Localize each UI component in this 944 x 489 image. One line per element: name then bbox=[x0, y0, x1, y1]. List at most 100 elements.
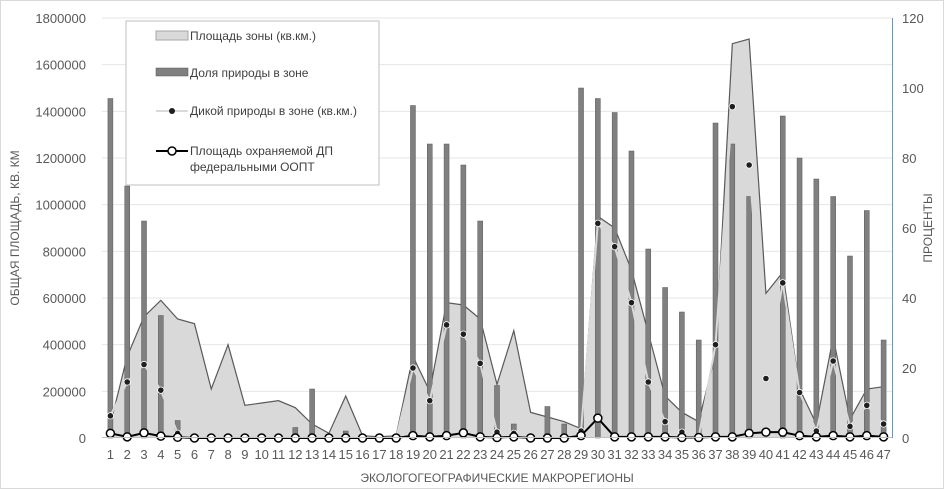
wild-nature-point bbox=[644, 378, 652, 386]
bar bbox=[830, 196, 836, 439]
y2-axis-title: ПРОЦЕНТЫ bbox=[921, 193, 935, 262]
x-tick-label: 25 bbox=[507, 447, 521, 462]
x-tick-label: 3 bbox=[140, 447, 147, 462]
x-tick-label: 29 bbox=[574, 447, 588, 462]
tick-labels: 0 200000 400000 600000 800000 1000000 1200000 1… bbox=[35, 11, 923, 462]
x-tick-label: 13 bbox=[305, 447, 319, 462]
x-tick-label: 26 bbox=[523, 447, 537, 462]
wild-nature-point bbox=[728, 103, 736, 111]
legend-swatch-area bbox=[155, 30, 189, 41]
x-tick-label: 19 bbox=[406, 447, 420, 462]
wild-nature-point bbox=[879, 420, 888, 428]
protected-point bbox=[441, 430, 452, 441]
legend-label-zone-area: Площадь зоны (кв.км.) bbox=[190, 29, 316, 43]
bar bbox=[611, 112, 618, 439]
y2-tick-label: 120 bbox=[902, 11, 924, 26]
x-tick-label: 20 bbox=[423, 447, 437, 462]
x-tick-label: 28 bbox=[557, 447, 571, 462]
legend-label-wild-nature: Дикой природы в зоне (кв.км.) bbox=[190, 104, 357, 118]
protected-point bbox=[139, 428, 149, 438]
x-tick-label: 27 bbox=[540, 447, 554, 462]
bar bbox=[847, 255, 853, 439]
bar bbox=[813, 178, 820, 439]
x-tick-label: 18 bbox=[389, 447, 403, 462]
x-tick-label: 24 bbox=[490, 447, 504, 462]
y2-tick-label: 40 bbox=[902, 291, 916, 306]
bar bbox=[141, 220, 147, 439]
wild-nature-point bbox=[711, 341, 720, 349]
protected-point bbox=[811, 432, 822, 442]
y2-tick-label: 60 bbox=[902, 221, 916, 236]
protected-point bbox=[105, 428, 116, 439]
wild-nature-point bbox=[795, 388, 804, 397]
y-tick-label: 1800000 bbox=[35, 11, 86, 26]
protected-point bbox=[845, 432, 855, 442]
x-tick-label: 45 bbox=[843, 447, 857, 462]
x-tick-label: 38 bbox=[725, 447, 739, 462]
y-axis-title: ОБЩАЯ ПЛОЩАДЬ, КВ. КМ bbox=[8, 150, 22, 305]
protected-point bbox=[878, 432, 889, 442]
x-tick-label: 30 bbox=[591, 447, 605, 462]
legend-label-protected: Площадь охраняемой ДП федеральными ООПТ bbox=[190, 144, 336, 174]
legend-label-protected-line-1: Площадь охраняемой ДП bbox=[190, 144, 333, 158]
wild-nature-point bbox=[779, 279, 787, 287]
protected-point bbox=[408, 430, 418, 441]
wild-nature-point bbox=[661, 418, 669, 426]
protected-point bbox=[122, 432, 132, 442]
bar bbox=[779, 115, 786, 439]
protected-point bbox=[626, 432, 637, 442]
nature-share-bars bbox=[107, 87, 887, 439]
protected-point bbox=[425, 432, 435, 442]
y2-tick-label: 0 bbox=[902, 431, 909, 446]
protected-point bbox=[593, 413, 603, 423]
axes bbox=[102, 18, 893, 438]
y-tick-label: 600000 bbox=[43, 291, 86, 306]
x-tick-label: 15 bbox=[338, 447, 352, 462]
legend: Площадь зоны (кв.км.) Доля природы в зон… bbox=[125, 20, 380, 186]
y-tick-label: 1200000 bbox=[35, 151, 86, 166]
bar bbox=[477, 220, 483, 439]
bar bbox=[679, 311, 685, 439]
x-tick-label: 4 bbox=[157, 447, 164, 462]
x-tick-label: 14 bbox=[322, 447, 336, 462]
legend-swatch-bar bbox=[155, 67, 189, 77]
y-tick-label: 800000 bbox=[43, 244, 86, 259]
bar bbox=[712, 122, 719, 439]
bar bbox=[645, 248, 652, 439]
x-tick-label: 36 bbox=[691, 447, 705, 462]
protected-point bbox=[660, 432, 670, 442]
bar bbox=[578, 87, 584, 439]
x-tick-label: 34 bbox=[658, 447, 672, 462]
y-tick-label: 0 bbox=[79, 431, 86, 446]
y2-tick-label: 100 bbox=[902, 81, 924, 96]
protected-point bbox=[458, 428, 469, 438]
wild-nature-point bbox=[627, 299, 636, 307]
protected-point bbox=[727, 432, 738, 442]
x-tick-label: 44 bbox=[826, 447, 840, 462]
protected-point bbox=[576, 430, 586, 441]
protected-point bbox=[643, 432, 654, 442]
protected-point bbox=[744, 428, 754, 439]
x-tick-label: 5 bbox=[174, 447, 181, 462]
bar bbox=[460, 164, 467, 439]
y-tick-label: 200000 bbox=[43, 384, 86, 399]
x-tick-label: 42 bbox=[792, 447, 806, 462]
y2-tick-label: 80 bbox=[902, 151, 916, 166]
bar bbox=[124, 185, 130, 439]
x-tick-label: 21 bbox=[439, 447, 453, 462]
x-tick-label: 47 bbox=[876, 447, 890, 462]
x-tick-label: 9 bbox=[241, 447, 248, 462]
x-tick-label: 17 bbox=[372, 447, 386, 462]
legend-item-nature-share: Доля природы в зоне bbox=[155, 66, 309, 80]
legend-label-protected-line-2: федеральными ООПТ bbox=[190, 160, 315, 174]
x-tick-label: 11 bbox=[272, 447, 286, 462]
x-tick-label: 6 bbox=[191, 447, 198, 462]
wild-nature-point bbox=[846, 422, 854, 430]
x-tick-label: 12 bbox=[288, 447, 302, 462]
legend-item-zone-area: Площадь зоны (кв.км.) bbox=[155, 29, 316, 43]
wild-nature-point bbox=[745, 161, 753, 169]
wild-nature-point bbox=[409, 364, 417, 372]
zone-area-series bbox=[109, 38, 884, 438]
protected-point bbox=[862, 430, 872, 441]
x-tick-label: 22 bbox=[456, 447, 470, 462]
